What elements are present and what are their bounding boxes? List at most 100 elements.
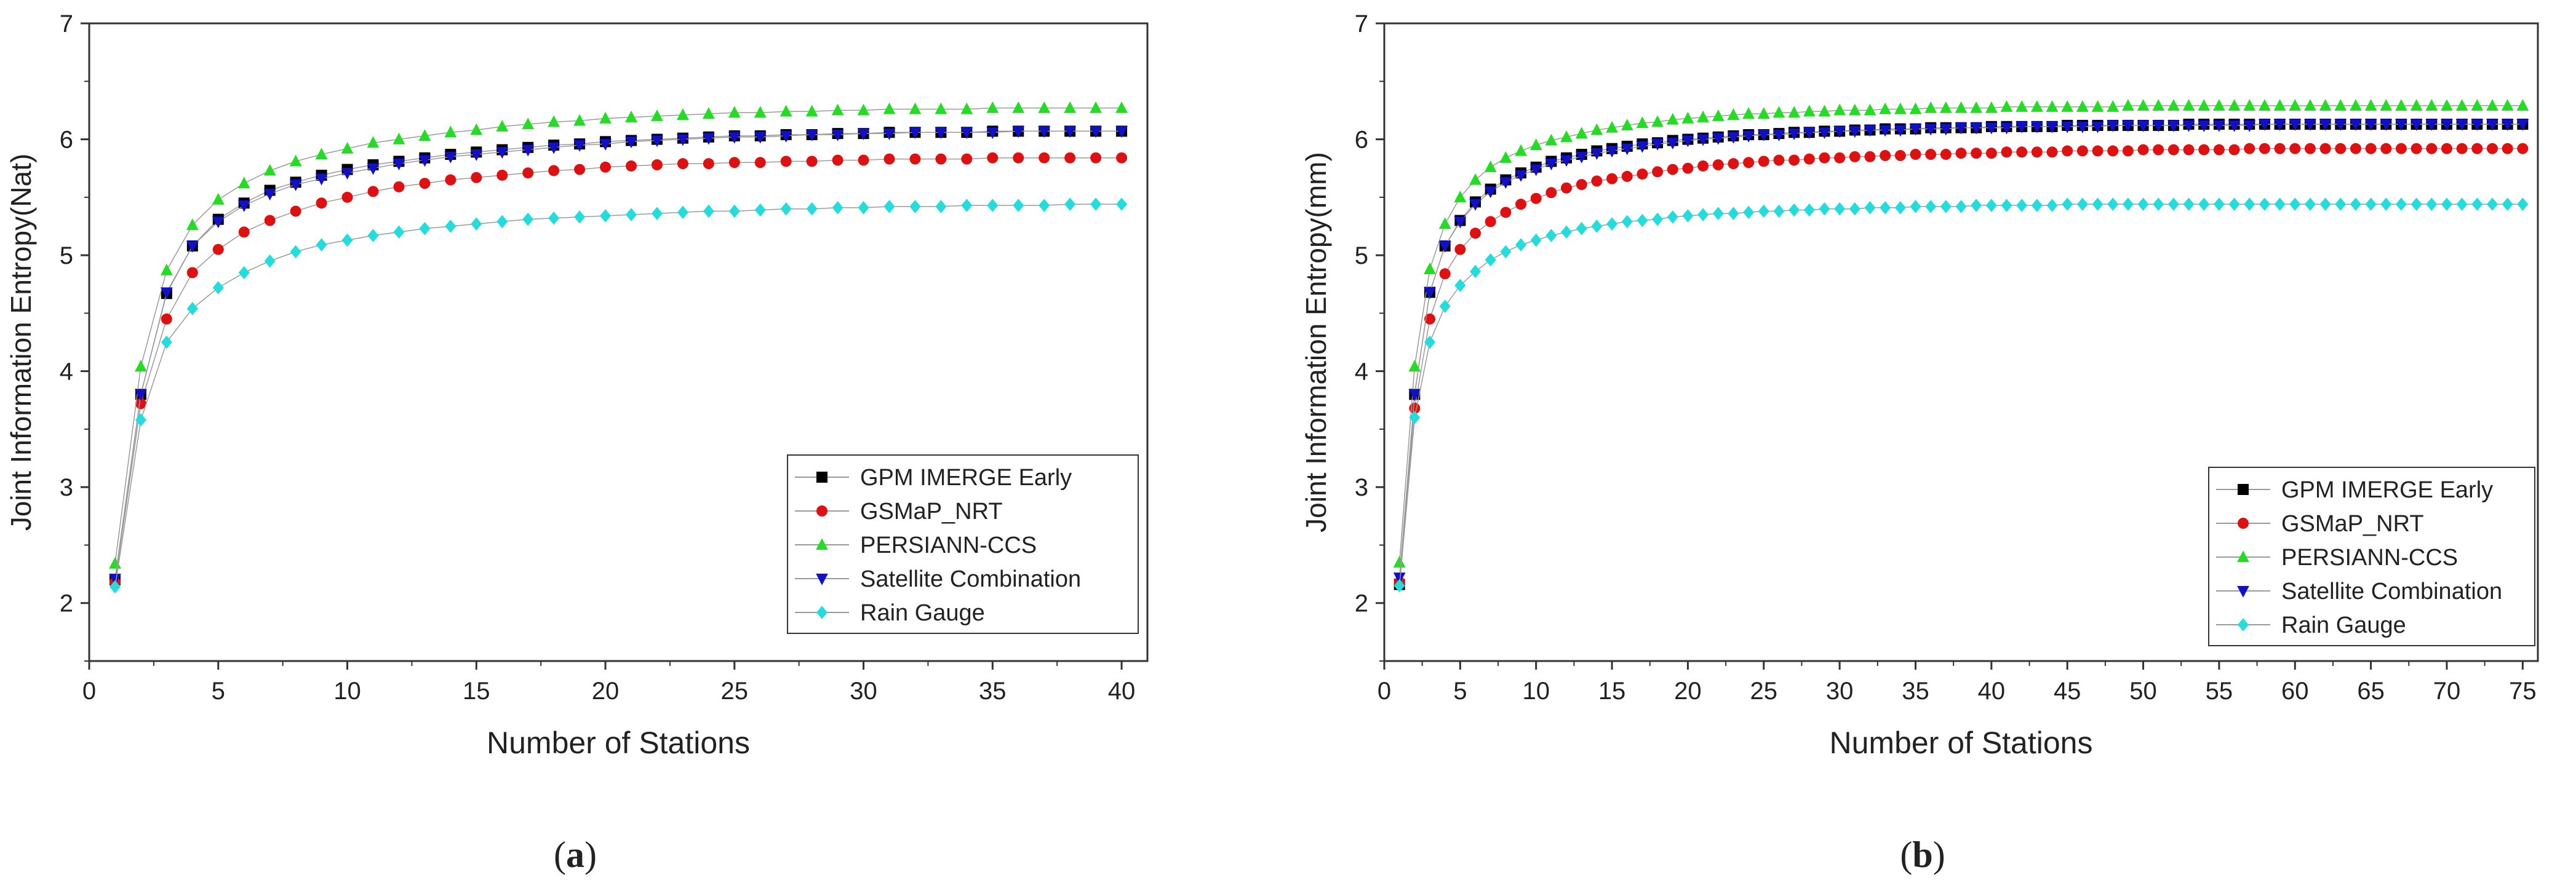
legend-marker xyxy=(2238,484,2249,495)
data-point xyxy=(2364,99,2377,111)
data-point xyxy=(2121,120,2134,132)
x-tick-label: 0 xyxy=(1378,678,1391,705)
data-point xyxy=(445,220,457,233)
data-point xyxy=(1924,101,1937,113)
x-tick-label: 15 xyxy=(463,678,490,705)
data-point xyxy=(2016,121,2028,133)
data-point xyxy=(2517,143,2529,154)
legend-marker xyxy=(2237,550,2249,563)
data-point xyxy=(522,117,535,130)
data-point xyxy=(1681,111,1694,124)
data-point xyxy=(2471,99,2484,111)
data-point xyxy=(315,148,328,160)
data-point xyxy=(212,281,224,295)
data-point xyxy=(289,154,302,167)
data-point xyxy=(2259,197,2270,211)
data-point xyxy=(548,211,560,225)
data-point xyxy=(832,200,843,215)
data-point xyxy=(1894,102,1907,114)
y-tick-label: 4 xyxy=(1355,358,1368,386)
data-point xyxy=(341,233,353,247)
data-point xyxy=(419,178,431,189)
data-point xyxy=(109,580,121,594)
caption-letter: a xyxy=(566,834,584,875)
data-point xyxy=(1116,197,1128,211)
y-tick-label: 4 xyxy=(60,358,73,386)
series-line xyxy=(114,130,1122,579)
data-point xyxy=(780,156,792,167)
data-point xyxy=(2289,119,2302,131)
data-point xyxy=(2122,197,2134,211)
data-point xyxy=(1757,129,1770,141)
data-point xyxy=(2167,144,2179,156)
data-point xyxy=(2213,99,2225,111)
data-point xyxy=(1529,138,1542,151)
data-point xyxy=(1439,299,1451,313)
data-point xyxy=(960,127,973,140)
data-point xyxy=(2167,120,2180,132)
data-point xyxy=(574,164,586,175)
data-point xyxy=(986,127,999,140)
data-point xyxy=(806,202,818,216)
data-point xyxy=(1637,168,1648,180)
data-point xyxy=(1470,264,1481,279)
data-point xyxy=(263,189,276,200)
data-point xyxy=(1408,389,1421,402)
data-point xyxy=(1803,105,1816,117)
series-line xyxy=(114,157,1122,582)
data-point xyxy=(109,574,121,585)
data-point xyxy=(1803,203,1815,217)
data-point xyxy=(1545,187,1557,199)
data-point xyxy=(1788,106,1801,118)
data-point xyxy=(2046,199,2058,212)
x-tick-label: 10 xyxy=(333,678,361,705)
data-point xyxy=(1955,101,1968,113)
data-point xyxy=(1064,126,1077,138)
data-point xyxy=(1879,125,1892,137)
data-point xyxy=(2319,119,2332,131)
data-point xyxy=(2122,145,2134,157)
data-point xyxy=(212,216,225,229)
data-point xyxy=(961,199,973,212)
data-point xyxy=(1712,207,1724,221)
data-point xyxy=(2076,197,2088,211)
data-point xyxy=(857,103,870,116)
data-point xyxy=(1743,205,1755,220)
data-point xyxy=(1515,144,1527,156)
legend-label: PERSIANN-CCS xyxy=(860,533,1037,558)
data-point xyxy=(2016,199,2028,212)
data-point xyxy=(1606,146,1618,158)
y-tick-label: 2 xyxy=(1355,590,1368,617)
x-tick-label: 5 xyxy=(1453,678,1467,705)
data-point xyxy=(470,123,483,135)
data-point xyxy=(2335,197,2347,211)
x-tick-label: 35 xyxy=(1902,678,1929,705)
data-point xyxy=(1575,127,1588,139)
y-tick-label: 2 xyxy=(60,590,73,617)
data-point xyxy=(2456,143,2468,154)
data-point xyxy=(961,153,973,165)
data-point xyxy=(135,360,147,372)
data-point xyxy=(1012,126,1025,138)
data-point xyxy=(831,103,844,116)
data-point xyxy=(677,205,688,220)
data-point xyxy=(1454,244,1466,255)
y-tick-label: 3 xyxy=(60,474,73,501)
data-point xyxy=(1955,122,1968,135)
legend-marker xyxy=(2237,585,2249,598)
data-point xyxy=(2183,197,2195,211)
data-point xyxy=(1393,572,1406,585)
data-point xyxy=(1894,149,1906,161)
data-point xyxy=(1864,125,1876,137)
data-point xyxy=(858,154,869,166)
data-point xyxy=(2137,144,2149,156)
data-point xyxy=(2501,99,2514,111)
data-point xyxy=(2091,121,2104,133)
data-point xyxy=(1485,216,1496,228)
data-point xyxy=(135,413,146,427)
data-point xyxy=(470,149,483,161)
data-point xyxy=(2304,119,2316,131)
data-point xyxy=(1849,202,1860,216)
data-point xyxy=(2441,197,2452,211)
data-point xyxy=(1667,210,1678,224)
